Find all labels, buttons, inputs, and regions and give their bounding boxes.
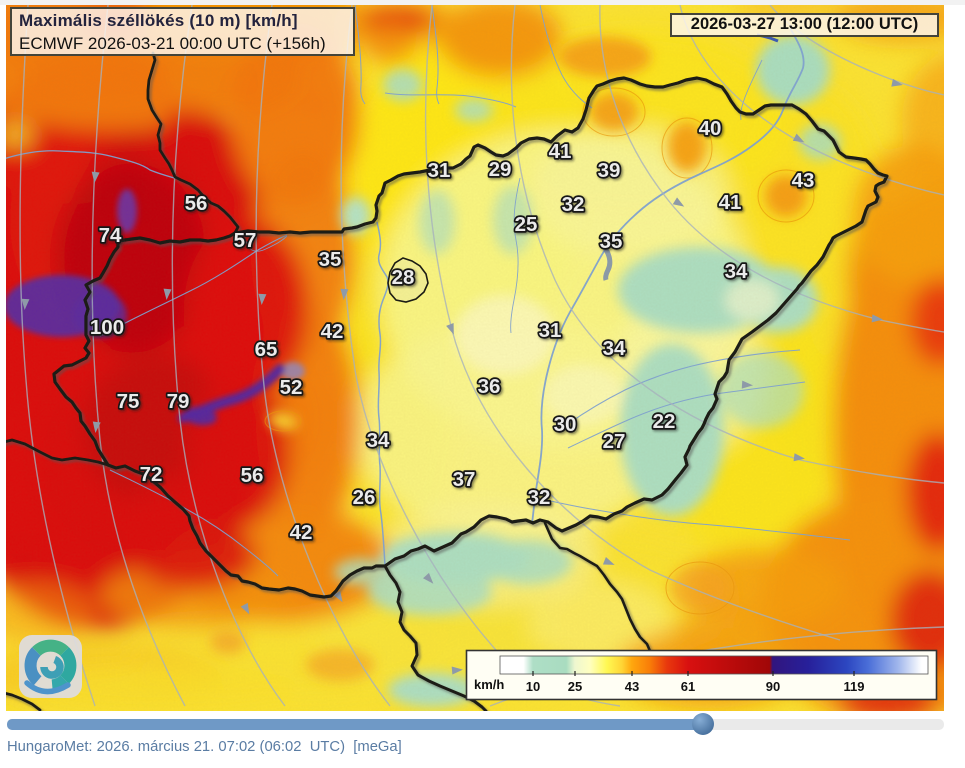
- svg-text:28: 28: [392, 266, 415, 289]
- svg-text:42: 42: [321, 320, 344, 343]
- svg-text:65: 65: [255, 338, 278, 361]
- svg-text:72: 72: [140, 463, 163, 486]
- svg-text:31: 31: [539, 319, 562, 342]
- svg-text:km/h: km/h: [474, 677, 504, 692]
- svg-text:35: 35: [319, 248, 342, 271]
- svg-text:52: 52: [280, 376, 303, 399]
- svg-text:26: 26: [353, 486, 376, 509]
- svg-text:25: 25: [568, 679, 582, 694]
- svg-text:34: 34: [367, 429, 390, 452]
- svg-text:43: 43: [792, 169, 815, 192]
- svg-text:27: 27: [603, 430, 626, 453]
- svg-text:79: 79: [167, 390, 190, 413]
- svg-text:56: 56: [185, 192, 208, 215]
- svg-text:119: 119: [844, 679, 865, 694]
- svg-text:37: 37: [453, 468, 476, 491]
- svg-text:41: 41: [719, 191, 742, 214]
- svg-text:42: 42: [290, 521, 313, 544]
- svg-text:29: 29: [489, 158, 512, 181]
- svg-text:100: 100: [90, 316, 124, 339]
- svg-text:30: 30: [554, 413, 577, 436]
- svg-text:34: 34: [603, 337, 626, 360]
- svg-text:22: 22: [653, 410, 676, 433]
- svg-text:40: 40: [699, 117, 722, 140]
- svg-text:43: 43: [625, 679, 639, 694]
- svg-text:61: 61: [681, 679, 695, 694]
- svg-text:57: 57: [234, 229, 257, 252]
- svg-text:36: 36: [478, 375, 501, 398]
- svg-text:75: 75: [117, 390, 140, 413]
- svg-text:90: 90: [766, 679, 780, 694]
- svg-text:74: 74: [99, 224, 122, 247]
- svg-text:25: 25: [515, 213, 538, 236]
- svg-text:32: 32: [562, 193, 585, 216]
- svg-text:32: 32: [528, 486, 551, 509]
- svg-text:31: 31: [428, 159, 451, 182]
- svg-text:56: 56: [241, 464, 264, 487]
- svg-text:41: 41: [549, 140, 572, 163]
- svg-text:34: 34: [725, 260, 748, 283]
- svg-text:39: 39: [598, 159, 621, 182]
- svg-text:35: 35: [600, 230, 623, 253]
- svg-text:10: 10: [526, 679, 540, 694]
